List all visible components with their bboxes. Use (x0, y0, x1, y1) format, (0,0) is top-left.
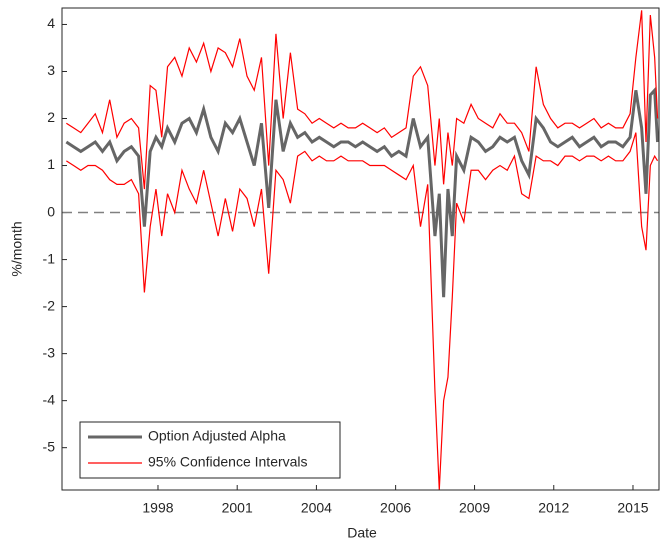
y-tick-label: 4 (47, 15, 55, 31)
y-tick-label: -5 (43, 438, 56, 454)
y-tick-label: 2 (47, 109, 55, 125)
y-axis-label: %/month (9, 221, 25, 276)
legend-box (79, 421, 341, 479)
legend-label: 95% Confidence Intervals (148, 454, 308, 470)
y-tick-label: -1 (43, 250, 56, 266)
x-tick-label: 2009 (459, 500, 490, 516)
x-axis-label: Date (347, 525, 377, 541)
y-tick-label: -4 (43, 391, 56, 407)
x-tick-label: 2006 (380, 500, 411, 516)
ci-line (66, 132, 659, 491)
x-tick-label: 2004 (301, 500, 332, 516)
y-tick-label: 0 (47, 203, 55, 219)
plot-frame (61, 7, 660, 491)
y-tick-label: 1 (47, 156, 55, 172)
ci-line (66, 10, 659, 190)
y-tick-label: -2 (43, 297, 56, 313)
y-tick-label: -3 (43, 344, 56, 360)
alpha-line (65, 86, 660, 298)
x-tick-label: 2015 (617, 500, 648, 516)
legend-label: Option Adjusted Alpha (148, 428, 286, 444)
y-tick-label: 3 (47, 62, 55, 78)
x-tick-label: 2012 (538, 500, 569, 516)
x-tick-label: 2001 (222, 500, 253, 516)
x-tick-label: 1998 (142, 500, 173, 516)
